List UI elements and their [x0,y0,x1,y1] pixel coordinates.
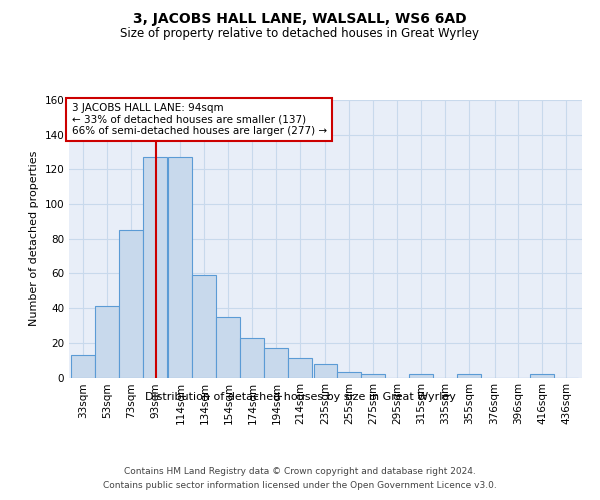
Bar [265,348,289,378]
Text: Contains HM Land Registry data © Crown copyright and database right 2024.: Contains HM Land Registry data © Crown c… [124,468,476,476]
Text: 3, JACOBS HALL LANE, WALSALL, WS6 6AD: 3, JACOBS HALL LANE, WALSALL, WS6 6AD [133,12,467,26]
Bar [409,374,433,378]
Bar [457,374,481,378]
Bar [143,157,167,378]
Bar [95,306,119,378]
Bar [337,372,361,378]
Text: Distribution of detached houses by size in Great Wyrley: Distribution of detached houses by size … [145,392,455,402]
Bar [289,358,313,378]
Bar [361,374,385,378]
Bar [119,230,143,378]
Bar [241,338,265,378]
Y-axis label: Number of detached properties: Number of detached properties [29,151,39,326]
Bar [169,157,193,378]
Bar [530,374,554,378]
Text: 3 JACOBS HALL LANE: 94sqm
← 33% of detached houses are smaller (137)
66% of semi: 3 JACOBS HALL LANE: 94sqm ← 33% of detac… [71,103,326,136]
Text: Size of property relative to detached houses in Great Wyrley: Size of property relative to detached ho… [121,28,479,40]
Bar [217,317,241,378]
Bar [314,364,337,378]
Text: Contains public sector information licensed under the Open Government Licence v3: Contains public sector information licen… [103,481,497,490]
Bar [71,355,95,378]
Bar [193,275,217,378]
